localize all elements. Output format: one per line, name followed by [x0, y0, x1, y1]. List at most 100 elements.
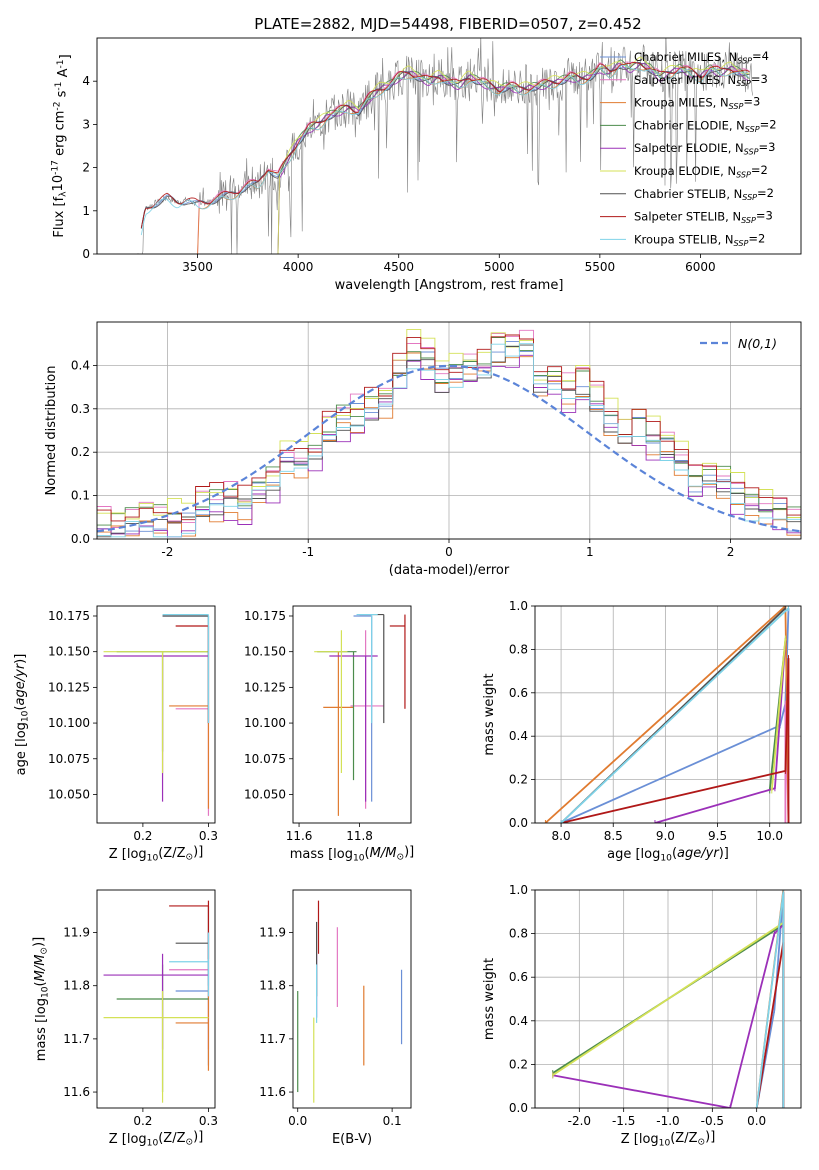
- figure-title: PLATE=2882, MJD=54498, FIBERID=0507, z=0…: [254, 15, 641, 33]
- label-fragment: =2: [748, 231, 765, 245]
- y-tick-label: 0.0: [509, 1101, 528, 1115]
- weight-line-9: [755, 892, 785, 1108]
- label-fragment: SSP: [742, 193, 757, 202]
- y-tick-label: 10.050: [244, 787, 286, 801]
- y-tick-label: 11.9: [259, 926, 286, 940]
- legend-label: Kroupa STELIB, NSSP=2: [634, 231, 765, 247]
- y-tick-label: 10.075: [48, 752, 90, 766]
- label-fragment: ⊙: [698, 1138, 706, 1148]
- legend-label: Kroupa ELODIE, NSSP=2: [634, 163, 768, 179]
- axes-frame: [292, 889, 412, 1109]
- plot-area: [314, 613, 406, 816]
- label-fragment: Chabrier ELODIE, N: [634, 118, 745, 132]
- label-fragment: Z [log: [109, 1132, 147, 1147]
- x-tick-label: 6000: [685, 260, 716, 274]
- y-tick-label: 11.7: [259, 1032, 286, 1046]
- histogram-step-3: [97, 352, 801, 538]
- label-fragment: (: [33, 981, 48, 986]
- y-tick-label: 11.7: [63, 1032, 90, 1046]
- model-spectrum-3: [197, 63, 750, 254]
- label-fragment: ⊙: [40, 947, 50, 955]
- x-tick-label: 10.0: [756, 829, 783, 843]
- label-fragment: mass [log: [290, 847, 353, 862]
- label-fragment: )]: [193, 845, 203, 860]
- y-tick-label: 10.150: [48, 645, 90, 659]
- x-tick-label: 0.0: [288, 1114, 307, 1128]
- label-fragment: =3: [758, 140, 775, 154]
- x-tick-label: 2: [727, 545, 735, 559]
- y-tick-label: 0.4: [509, 729, 528, 743]
- label-fragment: )]: [705, 1130, 715, 1145]
- x-tick-label: 0.3: [199, 1114, 218, 1128]
- plot-area: [544, 606, 790, 823]
- y-axis-label: Flux [fλ10-17 erg cm-2 s-1 A-1]: [51, 54, 73, 237]
- label-fragment: )]: [404, 845, 414, 860]
- y-tick-label: 10.125: [48, 680, 90, 694]
- label-fragment: 10: [659, 1139, 671, 1149]
- histogram-step-1: [97, 341, 801, 534]
- y-tick-label: 11.6: [63, 1085, 90, 1099]
- label-fragment: age [log: [607, 847, 660, 862]
- label-fragment: =3: [751, 72, 768, 86]
- y-tick-label: 0.8: [509, 642, 528, 656]
- y-tick-label: 0.4: [509, 1014, 528, 1028]
- y-tick-label: 11.9: [63, 926, 90, 940]
- label-fragment: =2: [760, 117, 777, 131]
- label-fragment: (data-model)/error: [389, 563, 510, 578]
- label-fragment: ⊙: [186, 1138, 194, 1148]
- histogram-step-7: [97, 344, 801, 538]
- y-tick-label: 10.125: [244, 680, 286, 694]
- label-fragment: 10: [147, 854, 159, 864]
- y-tick-label: 10.175: [244, 609, 286, 623]
- y-tick-label: 2: [82, 161, 90, 175]
- axes-frame: [96, 321, 802, 540]
- y-tick-label: 1.0: [509, 599, 528, 613]
- axes-frame: [534, 605, 802, 824]
- histogram-step-2: [97, 329, 801, 528]
- plot-area: [297, 900, 403, 1103]
- weight-line-8: [560, 658, 790, 823]
- y-tick-label: 0.0: [71, 532, 90, 546]
- legend-label: Kroupa MILES, NSSP=3: [634, 95, 760, 111]
- x-tick-label: 8.5: [604, 829, 623, 843]
- normal-reference-curve: [97, 364, 801, 533]
- label-fragment: SSP: [729, 102, 744, 111]
- plot-area: [103, 613, 210, 816]
- label-fragment: age/yr: [677, 846, 720, 861]
- y-tick-label: 11.6: [259, 1085, 286, 1099]
- model-spectrum-5: [277, 62, 750, 254]
- y-tick-label: 10.100: [244, 716, 286, 730]
- mass_vs_EBV-panel: 0.0 0.1 11.6 11.7 11.8 11.9 E(B-V): [259, 889, 412, 1147]
- model-spectrum-7: [140, 62, 750, 229]
- x-axis-label: Z [log10(Z/Z⊙)]: [109, 845, 204, 864]
- x-axis-label: age [log10(age/yr)]: [607, 846, 729, 864]
- age_vs_Z-panel: 0.2 0.3 10.050 10.075 10.100 10.125 10.150 10.1…: [13, 605, 218, 864]
- x-tick-label: 5000: [484, 260, 515, 274]
- plot-area: [552, 890, 785, 1108]
- label-fragment: -17: [51, 160, 61, 175]
- y-tick-label: 10.175: [48, 609, 90, 623]
- label-fragment: M/M: [33, 955, 48, 982]
- legend-label: Chabrier ELODIE, NSSP=2: [634, 117, 777, 133]
- label-fragment: )]: [13, 654, 28, 664]
- model-spectrum-6: [277, 56, 750, 254]
- label-fragment: A: [56, 68, 71, 81]
- label-fragment: mass weight: [482, 673, 497, 755]
- weight-line-6: [770, 638, 787, 791]
- label-fragment: Chabrier MILES, N: [634, 50, 737, 64]
- histogram-step-9: [97, 343, 801, 538]
- label-fragment: SSP: [745, 125, 760, 134]
- label-fragment: E(B-V): [332, 1132, 372, 1147]
- x-tick-label: -2: [161, 545, 173, 559]
- label-fragment: ]: [58, 54, 73, 59]
- y-tick-label: 0.3: [71, 402, 90, 416]
- residuals-panel: -2 -1 0 1 2 0.0 0.1 0.2 0.3 0.4 (data-model)/error…: [44, 321, 802, 578]
- spectrum-panel: 3500 4000 4500 5000 5500 6000 0 1 2 3 4 wavelength …: [51, 37, 802, 293]
- x-tick-label: 0.1: [383, 1114, 402, 1128]
- label-fragment: age [log: [14, 722, 29, 775]
- legend-label: Chabrier MILES, NSSP=4: [634, 49, 769, 65]
- y-tick-label: 0: [82, 247, 90, 261]
- label-fragment: 10: [660, 854, 672, 864]
- model-spectrum-2: [197, 61, 750, 254]
- label-fragment: SSP: [744, 148, 759, 157]
